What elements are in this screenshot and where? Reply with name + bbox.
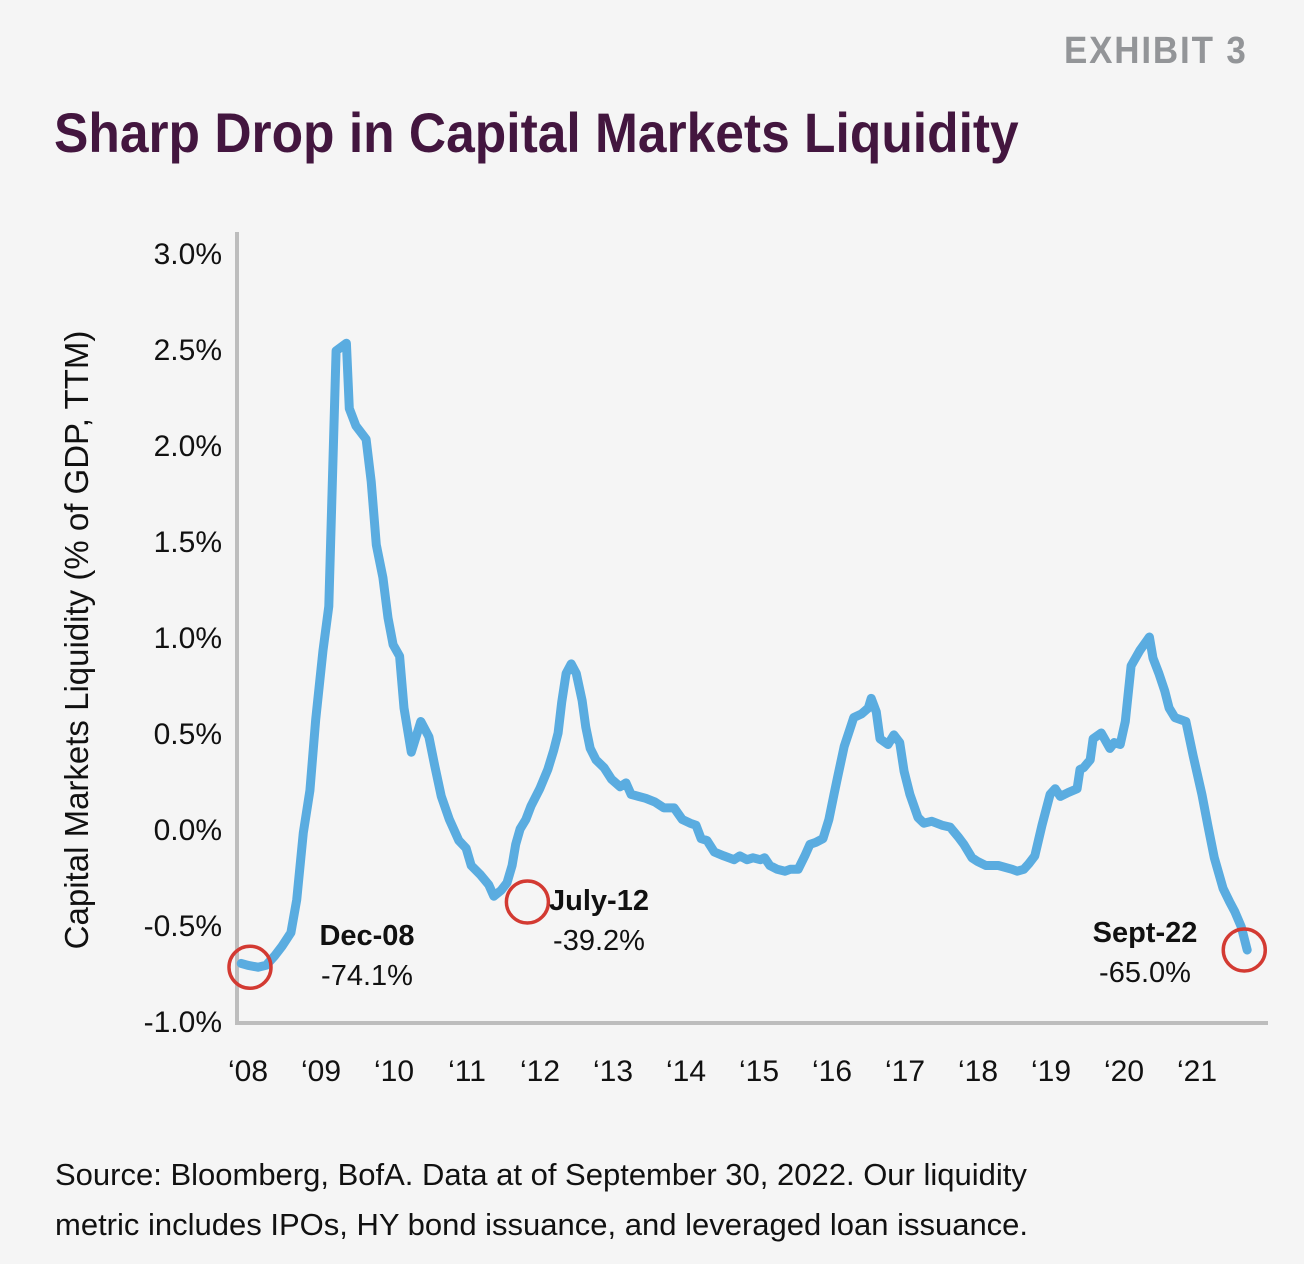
- x-tick-label: ‘20: [1104, 1055, 1144, 1088]
- series-line-capital-markets-liquidity: [236, 338, 1252, 972]
- annotation-value-label: -39.2%: [553, 925, 645, 957]
- y-tick-label: 2.5%: [154, 334, 222, 367]
- annotation-value-label: -65.0%: [1099, 957, 1191, 989]
- exhibit-label: EXHIBIT 3: [1064, 30, 1248, 72]
- y-tick-label: 0.5%: [154, 718, 222, 751]
- x-tick-label: ‘10: [374, 1055, 414, 1088]
- chart-title: Sharp Drop in Capital Markets Liquidity: [54, 101, 1019, 164]
- annotation-value-label: -74.1%: [321, 960, 413, 992]
- y-tick-label: 2.0%: [154, 430, 222, 463]
- x-tick-label: ‘16: [812, 1055, 852, 1088]
- x-tick-label: ‘21: [1177, 1055, 1217, 1088]
- x-tick-label: ‘14: [666, 1055, 706, 1088]
- x-tick-label: ‘08: [228, 1055, 268, 1088]
- x-tick-label: ‘15: [739, 1055, 779, 1088]
- x-tick-label: ‘13: [593, 1055, 633, 1088]
- y-tick-label: -1.0%: [144, 1006, 222, 1039]
- source-line-1: Source: Bloomberg, BofA. Data at of Sept…: [55, 1157, 1027, 1192]
- y-axis-label: Capital Markets Liquidity (% of GDP, TTM…: [58, 331, 95, 950]
- y-tick-label: -0.5%: [144, 910, 222, 943]
- annotation-date-label: Dec-08: [319, 920, 414, 952]
- y-tick-label: 1.5%: [154, 526, 222, 559]
- annotation-marker-circle: [1221, 927, 1268, 973]
- x-tick-label: ‘18: [958, 1055, 998, 1088]
- annotation-date-label: Sept-22: [1093, 917, 1198, 949]
- x-tick-label: ‘11: [448, 1055, 486, 1088]
- x-tick-label: ‘17: [885, 1055, 925, 1088]
- source-note: Source: Bloomberg, BofA. Data at of Sept…: [55, 1150, 1255, 1250]
- annotation-date-label: July-12: [549, 885, 649, 917]
- x-tick-label: ‘09: [301, 1055, 341, 1088]
- y-tick-label: 1.0%: [154, 622, 222, 655]
- annotation-marker-circle: [504, 879, 551, 925]
- x-tick-label: ‘12: [520, 1055, 560, 1088]
- annotation-marker-circle: [227, 944, 273, 990]
- y-tick-label: 3.0%: [154, 238, 222, 271]
- y-tick-label: 0.0%: [154, 814, 222, 847]
- source-line-2: metric includes IPOs, HY bond issuance, …: [55, 1207, 1029, 1242]
- x-tick-label: ‘19: [1031, 1055, 1071, 1088]
